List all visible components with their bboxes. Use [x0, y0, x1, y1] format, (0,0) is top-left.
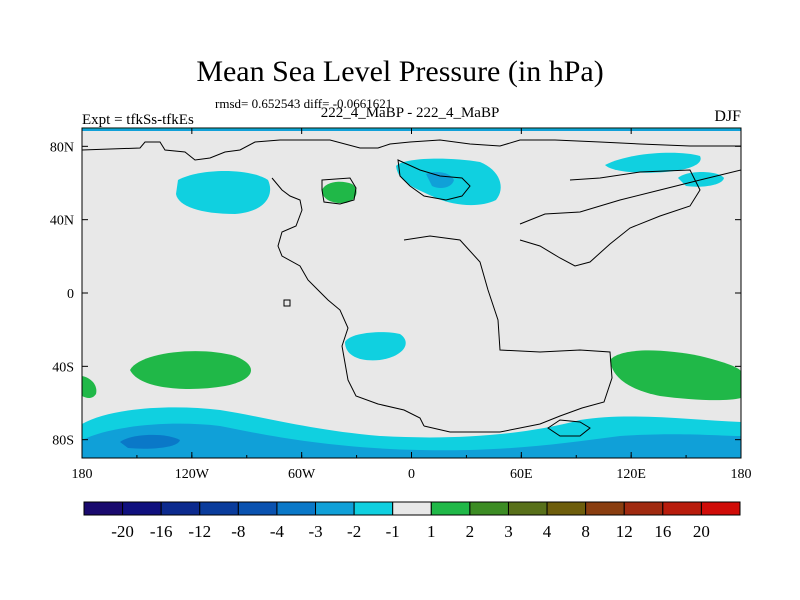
anomaly-layer — [82, 128, 741, 458]
colorbar-label: 3 — [504, 522, 513, 541]
colorbar-swatch — [392, 501, 432, 516]
colorbar-swatch — [160, 501, 201, 516]
colorbar-label: -20 — [111, 522, 134, 541]
experiment-label: Expt = tfkSs-tfkEs — [82, 112, 194, 128]
stats-label: rmsd= 0.652543 diff= -0.0661621 — [215, 96, 393, 111]
axis-ticks — [81, 128, 742, 458]
siberia-negative-anomaly — [605, 152, 701, 173]
y-tick-label: 40N — [50, 214, 74, 229]
comparison-label: 222_4_MaBP - 222_4_MaBP — [320, 105, 500, 121]
colorbar-swatch — [700, 501, 741, 516]
colorbar-swatch — [623, 501, 664, 516]
axis-tick-labels: 180 120W 60W 0 60E 120E 180 80N 40N 0 40S 80S — [50, 140, 752, 482]
southern-ocean-stronger-band — [82, 423, 741, 458]
x-tick-label: 120W — [175, 467, 210, 482]
south-atlantic-negative-anomaly — [345, 332, 406, 361]
colorbar-label: -1 — [386, 522, 400, 541]
colorbar-swatch — [353, 501, 394, 516]
colorbar: -20 -16 -12 -8 -4 -3 -2 -1 1 2 3 4 8 12 16 20 — [83, 501, 741, 541]
colorbar-label: 12 — [616, 522, 633, 541]
africa-gondwana-coastline — [403, 235, 613, 433]
x-tick-label: 0 — [408, 467, 415, 482]
x-tick-label: 180 — [731, 467, 752, 482]
colorbar-label: 4 — [543, 522, 552, 541]
west-edge-positive-anomaly — [82, 376, 97, 398]
north-atlantic-core — [426, 172, 454, 188]
asia-coastline — [519, 169, 741, 225]
colorbar-swatch — [546, 501, 587, 516]
colorbar-swatch — [430, 501, 471, 516]
colorbar-label: 16 — [654, 522, 671, 541]
colorbar-label: 2 — [466, 522, 475, 541]
colorbar-swatch — [276, 501, 317, 516]
colorbar-label: -16 — [150, 522, 173, 541]
x-tick-label: 120E — [616, 467, 646, 482]
colorbar-swatch — [199, 501, 239, 516]
american-coastline — [271, 177, 425, 427]
colorbar-swatch — [315, 501, 355, 516]
indian-ocean-positive-anomaly — [610, 350, 741, 401]
colorbar-label: -8 — [231, 522, 245, 541]
colorbar-label: -12 — [188, 522, 211, 541]
colorbar-label: 8 — [581, 522, 590, 541]
colorbar-label: 1 — [427, 522, 436, 541]
south-pacific-positive-anomaly — [130, 351, 252, 389]
colorbar-label: 20 — [693, 522, 710, 541]
colorbar-swatch — [122, 501, 162, 516]
europe-coastline — [397, 159, 471, 201]
map-title: Mean Sea Level Pressure (in hPa) — [196, 55, 604, 88]
colorbar-label: -4 — [270, 522, 285, 541]
x-tick-label: 180 — [72, 467, 93, 482]
y-tick-label: 0 — [67, 287, 74, 302]
north-pacific-negative-anomaly — [176, 171, 271, 214]
colorbar-swatch — [585, 501, 625, 516]
colorbar-label: -2 — [347, 522, 361, 541]
southern-ocean-core — [120, 434, 180, 449]
y-tick-label: 40S — [52, 360, 74, 375]
y-tick-label: 80N — [50, 140, 74, 155]
y-tick-label: 80S — [52, 434, 74, 449]
x-tick-label: 60W — [288, 467, 316, 482]
colorbar-swatch — [237, 501, 278, 516]
northern-coastline — [82, 139, 741, 161]
x-tick-label: 60E — [510, 467, 533, 482]
colorbar-label: -3 — [308, 522, 322, 541]
small-island-coastline — [283, 299, 291, 307]
colorbar-swatch — [469, 501, 509, 516]
greenland-positive-anomaly — [322, 181, 357, 204]
antarctic-island-coastline — [547, 419, 591, 437]
colorbar-swatch — [83, 501, 124, 516]
season-label: DJF — [714, 108, 741, 125]
colorbar-swatch — [507, 501, 548, 516]
asia-interior-coastline — [519, 169, 701, 267]
colorbar-swatch — [662, 501, 702, 516]
greenland-coastline — [321, 177, 357, 205]
coastlines — [82, 139, 741, 437]
